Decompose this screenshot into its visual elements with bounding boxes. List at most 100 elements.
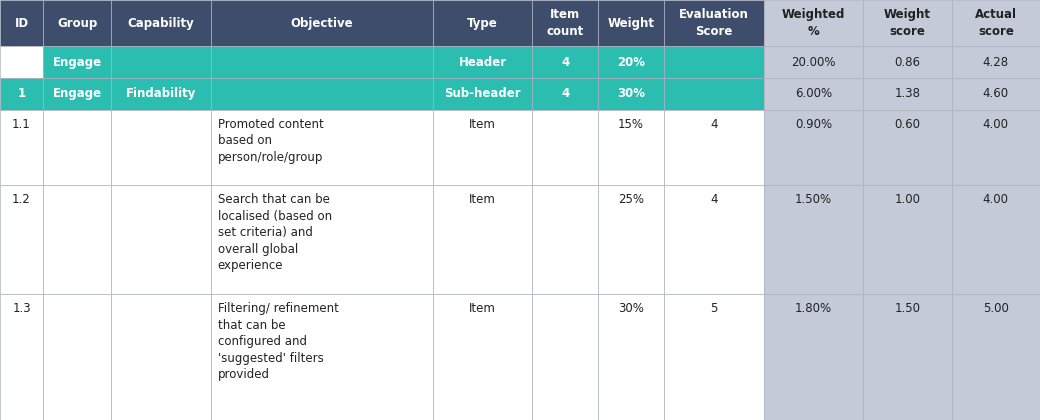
- Text: Promoted content
based on
person/role/group: Promoted content based on person/role/gr…: [217, 118, 323, 164]
- Bar: [211, 78, 433, 110]
- Text: 0.60: 0.60: [894, 118, 920, 131]
- Text: Findability: Findability: [126, 87, 197, 100]
- Text: 4: 4: [562, 55, 570, 68]
- Bar: [763, 46, 863, 78]
- Text: Objective: Objective: [290, 16, 353, 29]
- Bar: [763, 185, 863, 294]
- Text: Item
count: Item count: [547, 8, 583, 38]
- Text: 0.86: 0.86: [894, 55, 920, 68]
- Bar: [532, 78, 598, 110]
- Text: Weighted
%: Weighted %: [782, 8, 846, 38]
- Bar: [952, 0, 1040, 46]
- Text: 25%: 25%: [618, 193, 644, 206]
- Text: 4: 4: [710, 193, 718, 206]
- Bar: [433, 294, 532, 420]
- Bar: [43, 294, 111, 420]
- Bar: [952, 294, 1040, 420]
- Bar: [433, 78, 532, 110]
- Bar: [863, 294, 952, 420]
- Bar: [664, 0, 763, 46]
- Text: Item: Item: [469, 302, 496, 315]
- Bar: [211, 294, 433, 420]
- Text: 1: 1: [18, 87, 26, 100]
- Bar: [433, 185, 532, 294]
- Bar: [863, 0, 952, 46]
- Bar: [598, 46, 664, 78]
- Bar: [532, 185, 598, 294]
- Bar: [111, 0, 211, 46]
- Bar: [598, 185, 664, 294]
- Bar: [43, 0, 111, 46]
- Text: 4: 4: [562, 87, 570, 100]
- Bar: [0, 110, 43, 185]
- Bar: [952, 185, 1040, 294]
- Bar: [664, 185, 763, 294]
- Text: Evaluation
Score: Evaluation Score: [679, 8, 749, 38]
- Bar: [0, 294, 43, 420]
- Bar: [0, 185, 43, 294]
- Bar: [43, 46, 111, 78]
- Bar: [433, 110, 532, 185]
- Bar: [111, 294, 211, 420]
- Bar: [532, 0, 598, 46]
- Text: 5.00: 5.00: [983, 302, 1009, 315]
- Text: 4.00: 4.00: [983, 193, 1009, 206]
- Text: 30%: 30%: [618, 302, 644, 315]
- Text: 5: 5: [710, 302, 718, 315]
- Bar: [43, 110, 111, 185]
- Bar: [532, 110, 598, 185]
- Bar: [0, 0, 43, 46]
- Bar: [763, 110, 863, 185]
- Bar: [952, 46, 1040, 78]
- Text: Capability: Capability: [128, 16, 194, 29]
- Bar: [952, 78, 1040, 110]
- Text: 4.00: 4.00: [983, 118, 1009, 131]
- Bar: [664, 46, 763, 78]
- Text: Group: Group: [57, 16, 97, 29]
- Bar: [863, 185, 952, 294]
- Text: Sub-header: Sub-header: [444, 87, 521, 100]
- Bar: [664, 294, 763, 420]
- Text: Weight
score: Weight score: [884, 8, 931, 38]
- Bar: [952, 110, 1040, 185]
- Text: 20%: 20%: [617, 55, 645, 68]
- Bar: [111, 78, 211, 110]
- Bar: [532, 46, 598, 78]
- Text: Header: Header: [459, 55, 506, 68]
- Bar: [863, 78, 952, 110]
- Bar: [863, 110, 952, 185]
- Text: Item: Item: [469, 118, 496, 131]
- Bar: [211, 110, 433, 185]
- Bar: [111, 110, 211, 185]
- Bar: [763, 294, 863, 420]
- Text: 1.50%: 1.50%: [795, 193, 832, 206]
- Text: 20.00%: 20.00%: [791, 55, 836, 68]
- Text: 4.60: 4.60: [983, 87, 1009, 100]
- Bar: [111, 46, 211, 78]
- Bar: [598, 110, 664, 185]
- Text: Actual
score: Actual score: [974, 8, 1017, 38]
- Bar: [433, 0, 532, 46]
- Bar: [598, 294, 664, 420]
- Bar: [763, 78, 863, 110]
- Bar: [0, 46, 43, 78]
- Bar: [863, 46, 952, 78]
- Text: 1.3: 1.3: [12, 302, 31, 315]
- Text: 15%: 15%: [618, 118, 644, 131]
- Bar: [211, 185, 433, 294]
- Text: 1.1: 1.1: [12, 118, 31, 131]
- Text: 1.2: 1.2: [12, 193, 31, 206]
- Text: 4.28: 4.28: [983, 55, 1009, 68]
- Bar: [211, 46, 433, 78]
- Bar: [598, 0, 664, 46]
- Text: Type: Type: [467, 16, 498, 29]
- Bar: [664, 110, 763, 185]
- Text: Engage: Engage: [52, 87, 102, 100]
- Bar: [433, 46, 532, 78]
- Text: Search that can be
localised (based on
set criteria) and
overall global
experien: Search that can be localised (based on s…: [217, 193, 332, 272]
- Text: 4: 4: [710, 118, 718, 131]
- Bar: [43, 78, 111, 110]
- Text: Engage: Engage: [52, 55, 102, 68]
- Text: 1.00: 1.00: [894, 193, 920, 206]
- Bar: [43, 185, 111, 294]
